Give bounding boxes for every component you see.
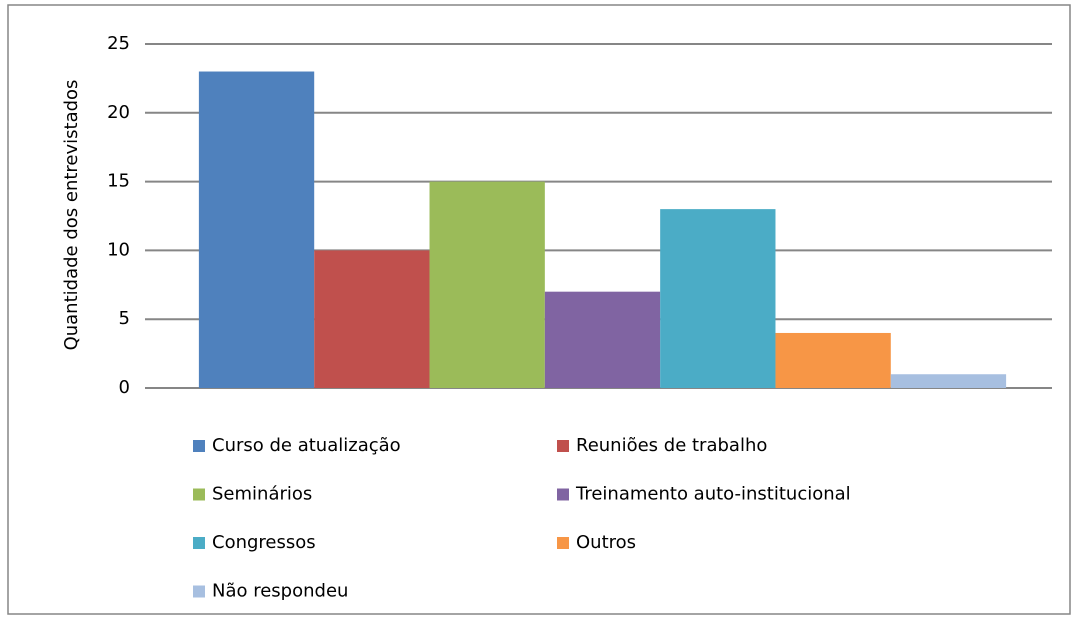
bar — [314, 250, 430, 388]
bar — [890, 374, 1007, 388]
legend-swatch — [557, 488, 569, 501]
bar — [429, 181, 545, 388]
y-tick-label: 15 — [107, 171, 130, 192]
legend-swatch — [193, 537, 205, 549]
legend-swatch — [193, 440, 205, 452]
legend-swatch — [557, 440, 569, 452]
y-tick-label: 25 — [107, 33, 130, 54]
legend-label: Treinamento auto-institucional — [575, 484, 851, 505]
legend-label: Não respondeu — [212, 581, 348, 602]
bar — [775, 332, 891, 388]
legend-swatch — [193, 488, 205, 501]
y-tick-label: 10 — [107, 239, 130, 260]
legend-label: Congressos — [212, 532, 316, 553]
bar — [660, 209, 776, 388]
bar — [198, 71, 315, 389]
y-axis-label: Quantidade dos entrevistados — [61, 80, 82, 351]
legend-label: Reuniões de trabalho — [576, 435, 767, 456]
y-tick-label: 5 — [119, 308, 130, 329]
legend-label: Outros — [576, 532, 636, 553]
legend-swatch — [193, 585, 205, 598]
bar — [544, 291, 661, 388]
legend-swatch — [557, 537, 569, 549]
legend-label: Seminários — [212, 484, 312, 505]
y-tick-label: 0 — [119, 377, 130, 398]
y-tick-label: 20 — [107, 102, 130, 123]
legend-label: Curso de atualização — [212, 435, 401, 456]
